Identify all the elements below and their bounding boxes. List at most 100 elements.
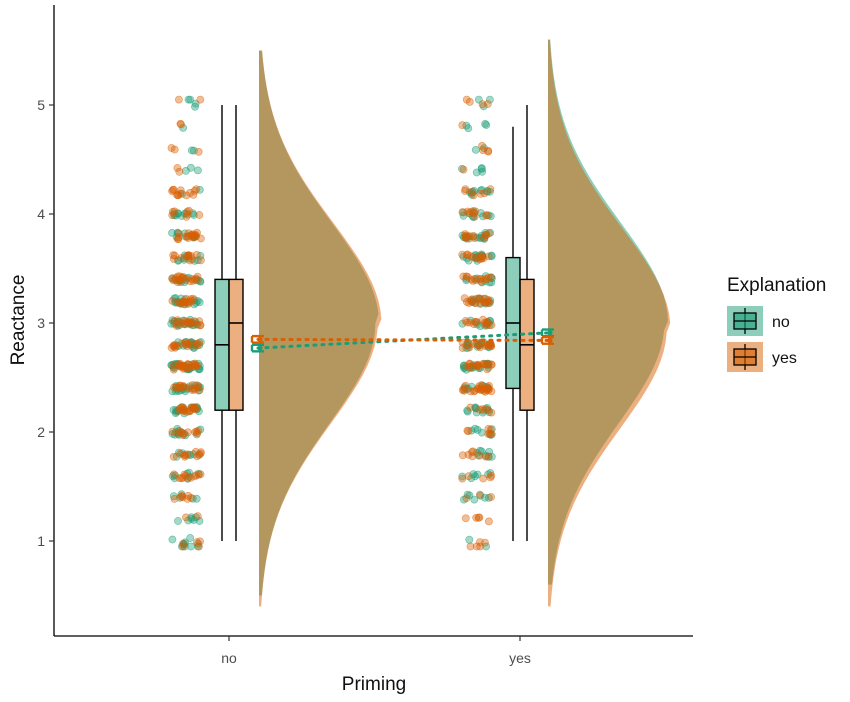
data-point bbox=[189, 211, 198, 219]
data-point bbox=[474, 361, 483, 370]
data-point bbox=[169, 365, 178, 374]
data-point bbox=[458, 472, 467, 481]
y-tick-label: 3 bbox=[37, 315, 45, 331]
data-point bbox=[469, 470, 478, 479]
density-cloud bbox=[548, 39, 671, 607]
data-point bbox=[170, 470, 178, 479]
y-tick-label: 2 bbox=[37, 424, 45, 440]
legend-label: no bbox=[772, 314, 790, 331]
data-point bbox=[181, 340, 190, 348]
data-point bbox=[475, 490, 484, 499]
data-point bbox=[458, 319, 467, 328]
data-point bbox=[484, 430, 493, 438]
data-point bbox=[461, 514, 470, 523]
data-point bbox=[170, 317, 178, 326]
data-point bbox=[168, 296, 177, 305]
x-ticks: no yes bbox=[221, 636, 531, 666]
data-point bbox=[185, 406, 194, 415]
data-point bbox=[477, 164, 486, 173]
data-point bbox=[465, 360, 474, 369]
data-point bbox=[478, 141, 486, 150]
data-point bbox=[184, 95, 193, 104]
data-point bbox=[186, 277, 195, 286]
mean-point bbox=[547, 330, 553, 336]
data-point bbox=[178, 540, 187, 548]
data-point bbox=[196, 256, 205, 265]
data-point bbox=[175, 404, 184, 413]
data-point bbox=[176, 119, 185, 128]
data-point bbox=[473, 320, 482, 329]
data-point bbox=[193, 512, 202, 520]
data-point bbox=[174, 430, 182, 438]
data-point bbox=[484, 493, 493, 502]
data-point bbox=[192, 185, 201, 194]
data-point bbox=[184, 206, 193, 215]
density-clouds bbox=[259, 39, 671, 607]
data-point bbox=[176, 384, 185, 393]
data-point bbox=[190, 317, 199, 325]
jitter-points bbox=[167, 95, 496, 551]
data-point bbox=[487, 342, 496, 351]
data-point bbox=[485, 95, 494, 104]
data-point bbox=[179, 382, 188, 390]
data-point bbox=[485, 381, 493, 390]
data-point bbox=[190, 275, 199, 284]
data-point bbox=[458, 121, 467, 129]
data-point bbox=[195, 450, 204, 459]
data-point bbox=[469, 232, 478, 240]
data-point bbox=[177, 474, 186, 483]
data-point bbox=[196, 234, 205, 243]
data-point bbox=[174, 95, 183, 104]
data-point bbox=[463, 426, 472, 435]
data-point bbox=[173, 272, 182, 281]
data-point bbox=[175, 362, 184, 371]
data-point bbox=[173, 320, 182, 328]
data-point bbox=[170, 383, 179, 392]
data-point bbox=[194, 147, 203, 156]
data-point bbox=[177, 120, 185, 129]
data-point bbox=[464, 472, 473, 481]
data-point bbox=[461, 381, 470, 390]
data-point bbox=[192, 538, 201, 547]
data-point bbox=[481, 230, 490, 239]
data-point bbox=[485, 297, 494, 306]
data-point bbox=[195, 338, 204, 347]
data-point bbox=[180, 320, 189, 329]
data-point bbox=[173, 191, 181, 199]
data-point bbox=[170, 207, 179, 216]
legend-label: yes bbox=[772, 350, 797, 367]
data-point bbox=[185, 256, 194, 265]
legend-title: Explanation bbox=[727, 275, 826, 296]
boxplots bbox=[214, 105, 535, 541]
data-point bbox=[458, 451, 467, 460]
data-point bbox=[191, 102, 199, 111]
data-point bbox=[175, 272, 184, 281]
data-point bbox=[176, 381, 184, 390]
data-point bbox=[468, 448, 476, 456]
data-point bbox=[186, 534, 195, 542]
data-point bbox=[461, 185, 470, 193]
data-point bbox=[472, 542, 481, 551]
data-point bbox=[471, 386, 479, 395]
data-point bbox=[480, 189, 489, 198]
data-point bbox=[193, 362, 202, 370]
data-point bbox=[186, 188, 194, 197]
data-point bbox=[168, 535, 177, 544]
data-point bbox=[479, 474, 488, 483]
x-tick-label: yes bbox=[509, 650, 531, 666]
y-tick-label: 1 bbox=[37, 533, 45, 549]
box bbox=[228, 278, 244, 411]
x-tick-label: no bbox=[221, 650, 237, 666]
data-point bbox=[478, 100, 487, 109]
data-point bbox=[187, 513, 196, 522]
data-point bbox=[486, 473, 495, 482]
data-point bbox=[475, 451, 484, 460]
data-point bbox=[477, 251, 486, 260]
data-point bbox=[484, 229, 493, 237]
data-point bbox=[476, 299, 484, 307]
y-tick-label: 5 bbox=[37, 97, 45, 113]
data-point bbox=[460, 386, 469, 395]
data-point bbox=[481, 452, 490, 461]
density-cloud bbox=[259, 50, 382, 607]
data-point bbox=[461, 317, 470, 325]
